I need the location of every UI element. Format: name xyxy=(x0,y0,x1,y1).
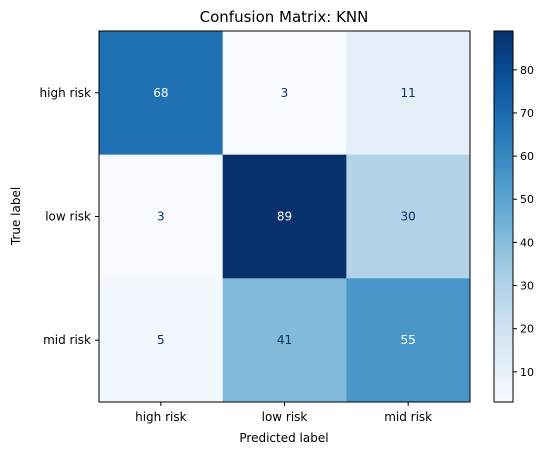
cell-value-label: 89 xyxy=(277,210,292,224)
y-tick-label: mid risk xyxy=(43,333,91,347)
heatmap-cells: 68 3 11 3 89 30 5 41 55 xyxy=(99,31,471,403)
cell-value-label: 11 xyxy=(401,86,416,100)
cell-value-label: 3 xyxy=(281,86,289,100)
y-axis-ticks: high risk low risk mid risk xyxy=(40,86,99,347)
colorbar xyxy=(493,30,514,403)
colorbar-tick-label: 60 xyxy=(520,150,534,163)
cell-value-label: 41 xyxy=(277,333,292,347)
heatmap-cell xyxy=(222,278,347,403)
y-axis-label: True label xyxy=(9,187,23,246)
cell-value-label: 5 xyxy=(157,333,165,347)
heatmap-cell xyxy=(222,31,347,156)
heatmap-cell xyxy=(346,278,471,403)
colorbar-tick-label: 50 xyxy=(520,193,534,206)
chart-title: Confusion Matrix: KNN xyxy=(200,8,369,26)
x-tick-label: mid risk xyxy=(384,410,432,424)
colorbar-tick-label: 40 xyxy=(520,236,534,249)
cell-value-label: 55 xyxy=(401,333,416,347)
heatmap-cell xyxy=(99,154,224,279)
colorbar-ticks: 10 20 30 40 50 60 70 80 xyxy=(513,64,534,379)
heatmap-cell xyxy=(222,154,347,279)
colorbar-tick-label: 10 xyxy=(520,366,534,379)
y-tick-label: high risk xyxy=(40,86,91,100)
cell-value-label: 68 xyxy=(153,86,168,100)
heatmap-cell xyxy=(99,278,224,403)
x-axis-ticks: high risk low risk mid risk xyxy=(135,402,432,424)
cell-value-label: 30 xyxy=(401,210,416,224)
colorbar-tick-label: 20 xyxy=(520,323,534,336)
y-tick-label: low risk xyxy=(45,210,91,224)
colorbar-tick-label: 30 xyxy=(520,280,534,293)
heatmap-cell xyxy=(99,31,224,156)
colorbar-tick-label: 80 xyxy=(520,64,534,77)
x-tick-label: high risk xyxy=(135,410,186,424)
heatmap-cell xyxy=(346,154,471,279)
cell-value-label: 3 xyxy=(157,210,165,224)
heatmap-cell xyxy=(346,31,471,156)
colorbar-tick-label: 70 xyxy=(520,107,534,120)
x-tick-label: low risk xyxy=(262,410,308,424)
x-axis-label: Predicted label xyxy=(239,431,328,445)
